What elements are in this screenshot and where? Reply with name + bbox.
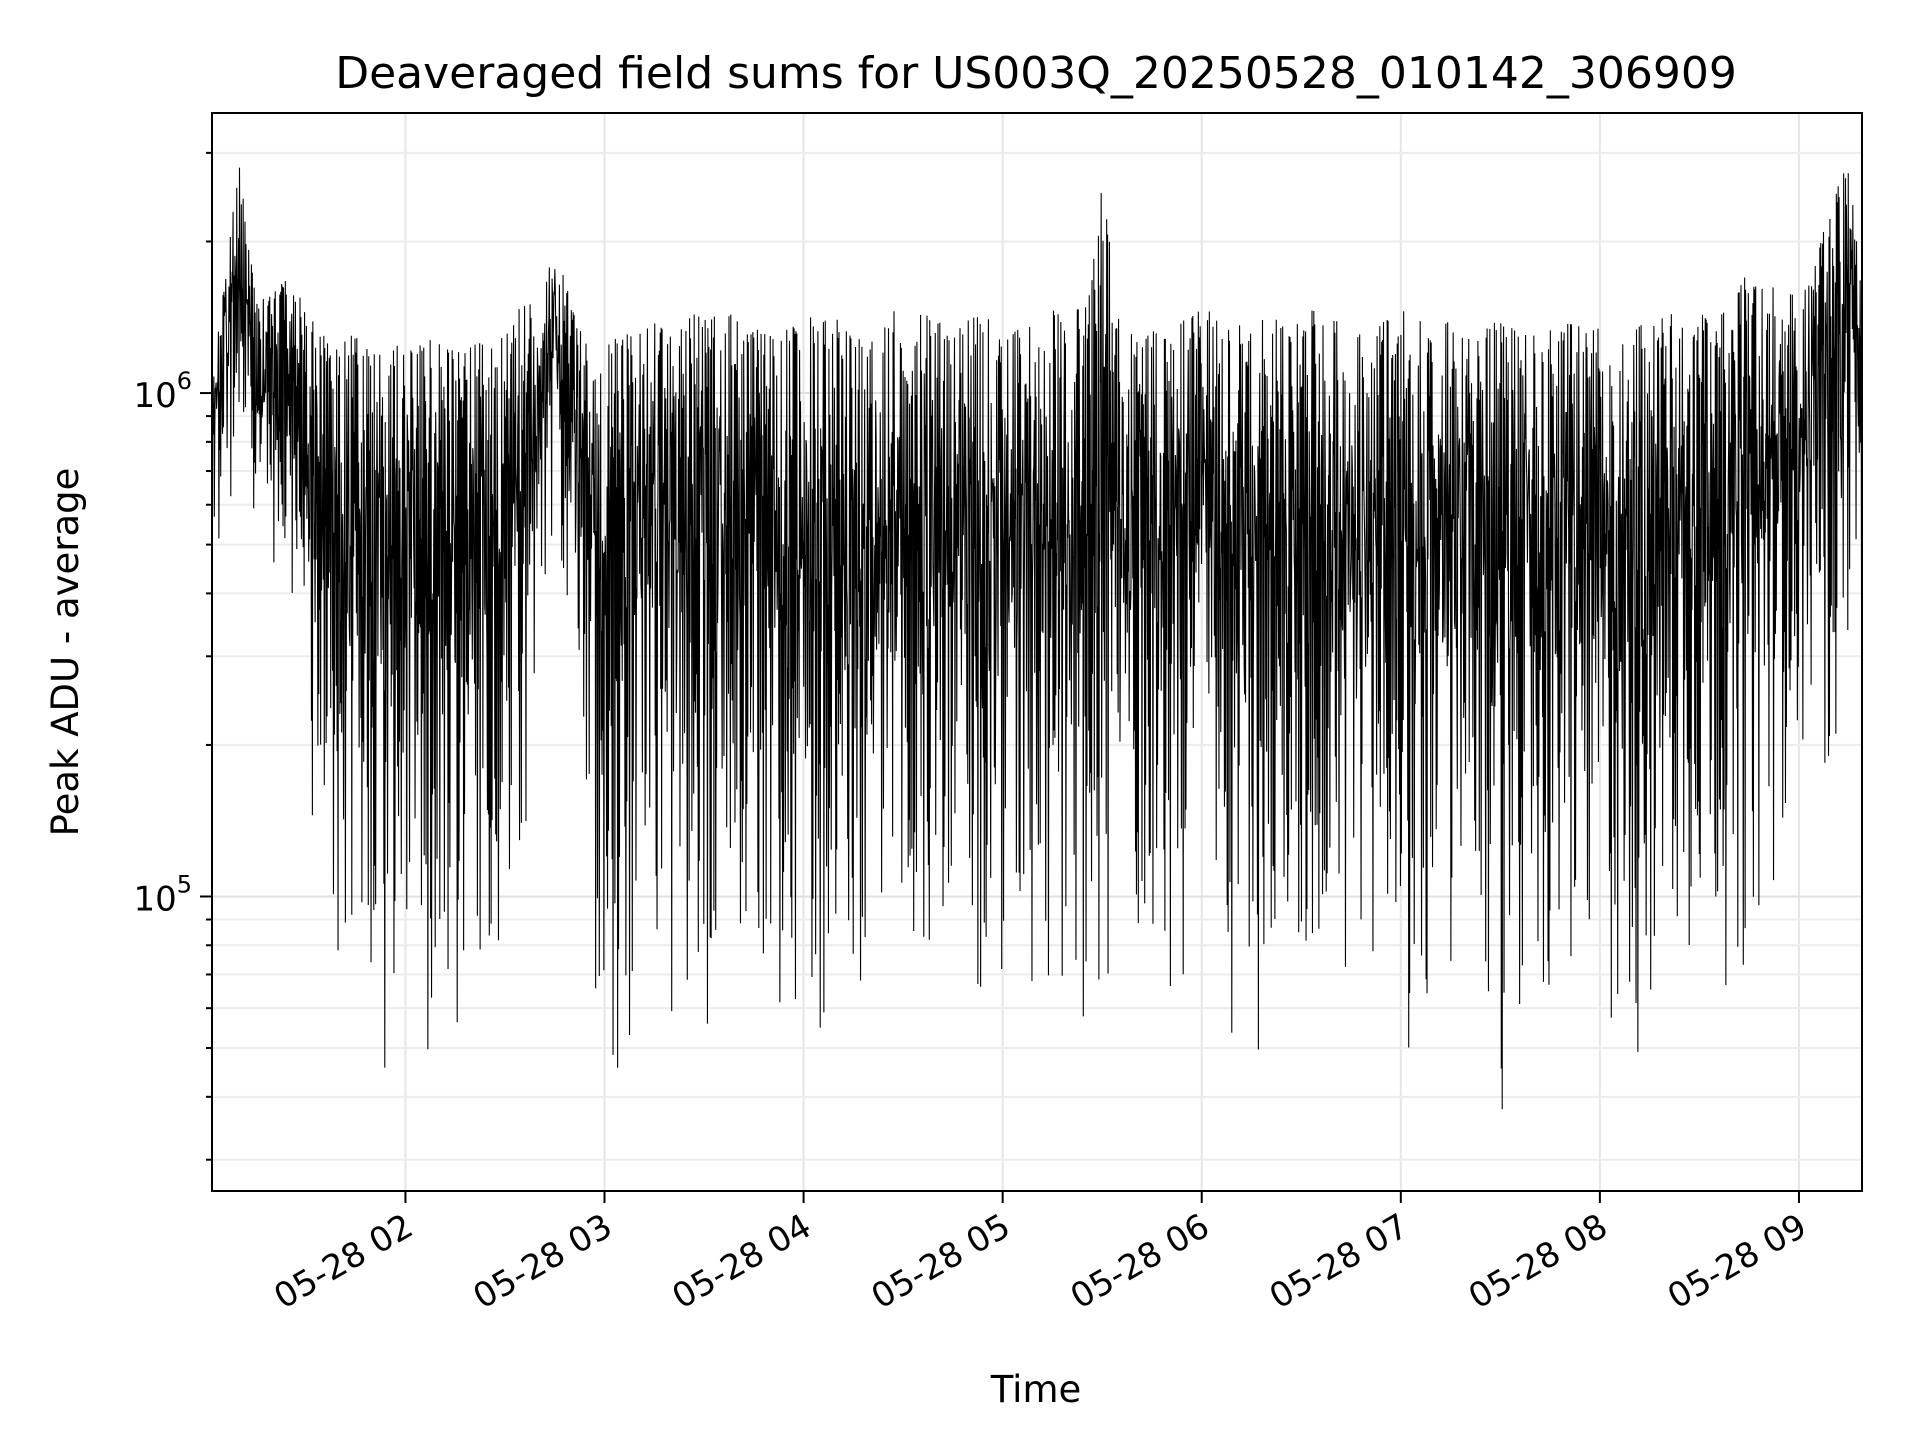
y-axis: 105 106 [133,151,212,1161]
plot-area [211,167,1863,1110]
chart-title: Deaveraged field sums for US003Q_2025052… [335,48,1737,99]
series-line [211,167,1863,1110]
plot-frame [211,112,1863,1192]
y-tick-label: 105 [133,870,192,919]
y-tick-label: 106 [133,367,192,416]
x-axis-label: Time [990,1368,1082,1411]
y-axis-label: Peak ADU - average [44,468,87,837]
